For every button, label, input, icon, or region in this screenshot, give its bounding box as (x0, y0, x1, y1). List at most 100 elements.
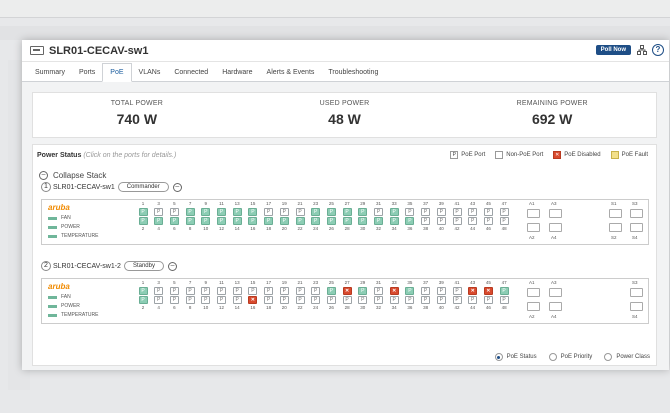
help-icon[interactable]: ? (652, 44, 664, 56)
tab-ports[interactable]: Ports (78, 69, 96, 76)
port-9[interactable]: P (201, 287, 211, 295)
uplink-port-s4[interactable] (630, 302, 643, 311)
port-26[interactable]: P (326, 217, 336, 225)
port-35[interactable]: P (405, 208, 415, 216)
port-11[interactable]: P (217, 287, 226, 295)
port-46[interactable]: P (483, 296, 493, 304)
port-24[interactable]: P (311, 217, 321, 225)
port-28[interactable]: P (342, 296, 352, 304)
port-30[interactable]: P (358, 217, 368, 225)
port-46[interactable]: P (483, 217, 493, 225)
uplink-port-a4[interactable] (549, 302, 562, 311)
port-29[interactable]: P (358, 208, 368, 216)
port-40[interactable]: P (436, 217, 446, 225)
port-6[interactable]: P (169, 296, 179, 304)
port-26[interactable]: P (326, 296, 336, 304)
port-12[interactable]: P (217, 217, 226, 225)
port-38[interactable]: P (421, 217, 431, 225)
port-36[interactable]: P (405, 217, 415, 225)
radio-power-class[interactable]: Power Class (604, 353, 650, 361)
collapse-member-icon[interactable]: − (167, 261, 177, 271)
port-41[interactable]: P (452, 208, 462, 216)
port-9[interactable]: P (201, 208, 211, 216)
uplink-port-a4[interactable] (549, 223, 562, 232)
port-23[interactable]: P (311, 208, 321, 216)
port-4[interactable]: P (154, 217, 164, 225)
port-34[interactable]: P (389, 296, 399, 304)
port-16[interactable]: ✕ (248, 296, 258, 304)
port-17[interactable]: P (264, 208, 274, 216)
port-1[interactable]: P (138, 287, 148, 295)
tab-connected[interactable]: Connected (174, 69, 209, 76)
uplink-port-a1[interactable] (527, 288, 540, 297)
port-5[interactable]: P (169, 208, 179, 216)
port-44[interactable]: P (468, 217, 478, 225)
port-12[interactable]: P (217, 296, 226, 304)
port-47[interactable]: P (499, 208, 509, 216)
port-20[interactable]: P (279, 217, 289, 225)
port-20[interactable]: P (279, 296, 289, 304)
port-22[interactable]: P (295, 217, 305, 225)
radio-poe-status[interactable]: PoE Status (494, 353, 537, 361)
port-41[interactable]: P (452, 287, 462, 295)
uplink-port-a3[interactable] (549, 209, 562, 218)
port-15[interactable]: P (248, 287, 258, 295)
port-36[interactable]: P (405, 296, 415, 304)
port-7[interactable]: P (185, 287, 195, 295)
port-48[interactable]: P (499, 217, 509, 225)
port-45[interactable]: ✕ (483, 287, 493, 295)
port-23[interactable]: P (311, 287, 321, 295)
uplink-port-a2[interactable] (527, 302, 540, 311)
port-38[interactable]: P (421, 296, 431, 304)
port-32[interactable]: P (374, 296, 383, 304)
tab-poe[interactable]: PoE (102, 63, 132, 82)
port-40[interactable]: P (436, 296, 446, 304)
port-21[interactable]: P (295, 287, 305, 295)
port-19[interactable]: P (279, 287, 289, 295)
port-39[interactable]: P (436, 208, 446, 216)
tab-vlans[interactable]: VLANs (138, 69, 161, 76)
uplink-port-s3[interactable] (630, 288, 643, 297)
port-44[interactable]: P (468, 296, 478, 304)
port-14[interactable]: P (232, 217, 242, 225)
port-8[interactable]: P (185, 217, 195, 225)
port-5[interactable]: P (169, 287, 179, 295)
port-27[interactable]: P (342, 208, 352, 216)
port-33[interactable]: P (389, 208, 399, 216)
port-10[interactable]: P (201, 296, 211, 304)
port-27[interactable]: ✕ (342, 287, 352, 295)
tab-alerts-events[interactable]: Alerts & Events (266, 69, 315, 76)
port-22[interactable]: P (295, 296, 305, 304)
port-33[interactable]: ✕ (389, 287, 399, 295)
uplink-port-s3[interactable] (630, 209, 643, 218)
port-45[interactable]: P (483, 208, 493, 216)
port-30[interactable]: P (358, 296, 368, 304)
port-11[interactable]: P (217, 208, 226, 216)
port-47[interactable]: P (499, 287, 509, 295)
port-2[interactable]: P (138, 296, 148, 304)
port-10[interactable]: P (201, 217, 211, 225)
port-1[interactable]: P (138, 208, 148, 216)
port-19[interactable]: P (279, 208, 289, 216)
port-2[interactable]: P (138, 217, 148, 225)
port-42[interactable]: P (452, 217, 462, 225)
port-43[interactable]: P (468, 208, 478, 216)
port-8[interactable]: P (185, 296, 195, 304)
port-31[interactable]: P (374, 208, 383, 216)
port-18[interactable]: P (264, 296, 274, 304)
port-39[interactable]: P (436, 287, 446, 295)
port-24[interactable]: P (311, 296, 321, 304)
port-35[interactable]: P (405, 287, 415, 295)
uplink-port-s4[interactable] (630, 223, 643, 232)
port-42[interactable]: P (452, 296, 462, 304)
network-icon[interactable] (637, 45, 647, 55)
port-3[interactable]: P (154, 287, 164, 295)
port-32[interactable]: P (374, 217, 383, 225)
collapse-member-icon[interactable]: − (172, 182, 182, 192)
port-16[interactable]: P (248, 217, 258, 225)
port-28[interactable]: P (342, 217, 352, 225)
port-37[interactable]: P (421, 208, 431, 216)
port-29[interactable]: P (358, 287, 368, 295)
uplink-port-s2[interactable] (609, 223, 622, 232)
uplink-port-a3[interactable] (549, 288, 562, 297)
